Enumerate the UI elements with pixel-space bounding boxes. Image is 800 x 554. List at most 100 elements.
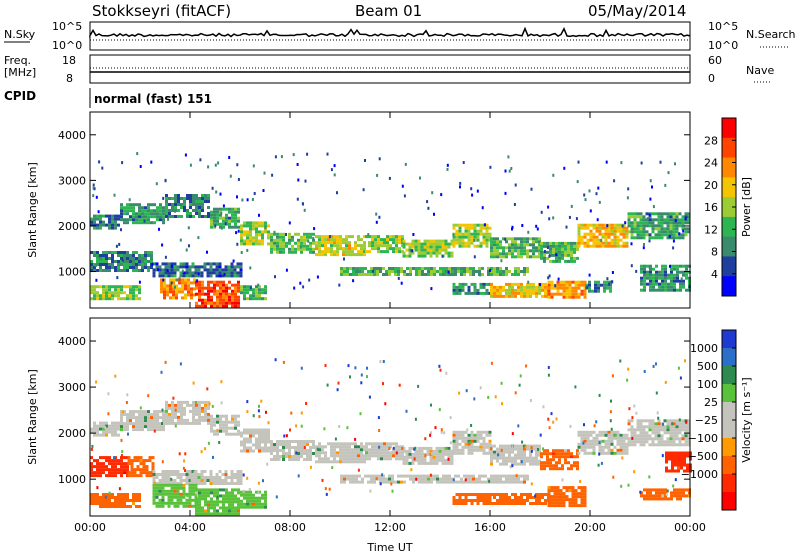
noise-tick-high-left: 10^5 <box>52 20 82 33</box>
echo-band-21 <box>452 282 492 295</box>
y-tick-label: 3000 <box>58 381 86 394</box>
echo-band-20 <box>240 285 267 301</box>
station-title: Stokkseyri (fitACF) <box>92 2 231 20</box>
y-tick-label: 4000 <box>58 335 86 348</box>
echo-band-11 <box>540 449 579 471</box>
freq-tick-low: 8 <box>66 72 73 85</box>
echo-band-24 <box>547 486 587 508</box>
colorbar-segment <box>722 177 736 198</box>
nave-tick-low: 0 <box>708 72 715 85</box>
echo-band-23 <box>490 493 550 505</box>
colorbar-tick-label: −1000 <box>681 468 718 481</box>
colorbar-segment <box>722 420 736 439</box>
colorbar-segment <box>722 157 736 178</box>
echo-band-3 <box>210 207 240 229</box>
x-tick-label: 08:00 <box>274 521 306 534</box>
nave-tick-high: 60 <box>708 54 722 67</box>
echo-band-12 <box>577 430 629 455</box>
colorbar-segment <box>722 402 736 421</box>
nsearch-label: N.Search <box>746 28 796 41</box>
cpid-value: normal (fast) 151 <box>94 92 212 106</box>
freq-label: Freq. <box>4 54 31 67</box>
echo-band-3 <box>210 414 240 436</box>
echo-band-1 <box>120 203 165 225</box>
echo-band-16 <box>152 470 243 485</box>
noise-tick-low-left: 10^0 <box>52 39 82 52</box>
echo-band-21 <box>240 490 267 509</box>
colorbar-segment <box>722 348 736 367</box>
echo-band-19 <box>195 280 240 308</box>
x-tick-label: 20:00 <box>574 521 606 534</box>
colorbar-tick-label: 1000 <box>690 342 718 355</box>
colorbar-segment <box>722 456 736 475</box>
nsky-label: N.Sky <box>4 28 36 41</box>
echo-band-18 <box>160 278 196 300</box>
power-panel: 1000 2000 3000 4000 Slant Range [km] 4 8 12 16 20… <box>26 111 753 309</box>
echo-band-6 <box>315 235 366 257</box>
noise-tick-low-right: 10^0 <box>708 39 738 52</box>
colorbar-tick-label: −100 <box>688 432 718 445</box>
echo-band-4 <box>240 428 270 453</box>
beam-label: Beam 01 <box>355 2 422 20</box>
echo-band-17 <box>90 285 141 301</box>
y-tick-label: 1000 <box>58 266 86 279</box>
noise-tick-high-right: 10^5 <box>708 20 738 33</box>
colorbar-segment <box>722 256 736 277</box>
colorbar-tick-label: −25 <box>695 414 718 427</box>
noise-panel: N.Sky 10^5 10^0 10^5 10^0 N.Search <box>4 20 796 52</box>
colorbar-tick-label: 16 <box>704 201 718 214</box>
echo-band-14 <box>90 456 129 478</box>
colorbar-segment <box>722 118 736 139</box>
echo-band-13 <box>627 212 691 240</box>
colorbar-segment <box>722 276 736 297</box>
echo-band-15 <box>152 262 243 278</box>
echo-band-2 <box>165 194 210 218</box>
echo-band-23 <box>547 280 587 299</box>
colorbar-tick-label: 24 <box>704 157 718 170</box>
colorbar-label: Velocity [m s⁻¹] <box>740 377 753 462</box>
x-tick-label: 16:00 <box>474 521 506 534</box>
x-tick-label: 04:00 <box>174 521 206 534</box>
echo-band-10 <box>490 444 541 466</box>
colorbar-segment <box>722 474 736 493</box>
colorbar-tick-label: 8 <box>711 246 718 259</box>
colorbar-tick-label: 4 <box>711 268 718 281</box>
echo-band-5 <box>270 440 315 461</box>
colorbar-label: Power [dB] <box>740 177 753 237</box>
echo-band-19 <box>152 483 198 508</box>
echo-band-17 <box>340 474 529 484</box>
scatter-noise <box>92 152 691 291</box>
echo-band-20 <box>195 488 240 516</box>
colorbar-segment <box>722 492 736 511</box>
colorbar-segment <box>722 330 736 349</box>
y-tick-label: 2000 <box>58 220 86 233</box>
y-tick-label: 2000 <box>58 427 86 440</box>
echo-band-12 <box>577 223 629 248</box>
colorbar-tick-label: 500 <box>697 360 718 373</box>
echo-band-0 <box>90 421 120 437</box>
colorbar-segment <box>722 384 736 403</box>
x-tick-label: 00:00 <box>74 521 106 534</box>
colorbar-tick-label: 100 <box>697 378 718 391</box>
velocity-panel: 1000 2000 3000 4000 00:00 04:00 08:00 12:00 16:0… <box>26 317 753 534</box>
echo-band-16 <box>340 267 529 276</box>
echo-band-10 <box>490 237 541 259</box>
echo-band-4 <box>240 221 270 246</box>
y-tick-label: 4000 <box>58 129 86 142</box>
colorbar-segment <box>722 137 736 159</box>
nave-label: Nave <box>746 64 774 77</box>
x-axis-label: Time UT <box>366 541 412 554</box>
y-tick-label: 1000 <box>58 473 86 486</box>
y-tick-label: 3000 <box>58 174 86 187</box>
echo-band-0 <box>90 214 120 230</box>
cpid-label: CPID <box>4 89 36 103</box>
colorbar-segment <box>722 438 736 457</box>
freq-tick-high: 18 <box>62 54 76 67</box>
echo-band-22 <box>490 282 550 298</box>
colorbar-segment <box>722 197 736 218</box>
echo-band-22 <box>452 493 492 505</box>
y-axis-label: Slant Range [km] <box>26 162 39 258</box>
date-label: 05/May/2014 <box>588 2 686 20</box>
echo-band-25 <box>640 488 691 501</box>
